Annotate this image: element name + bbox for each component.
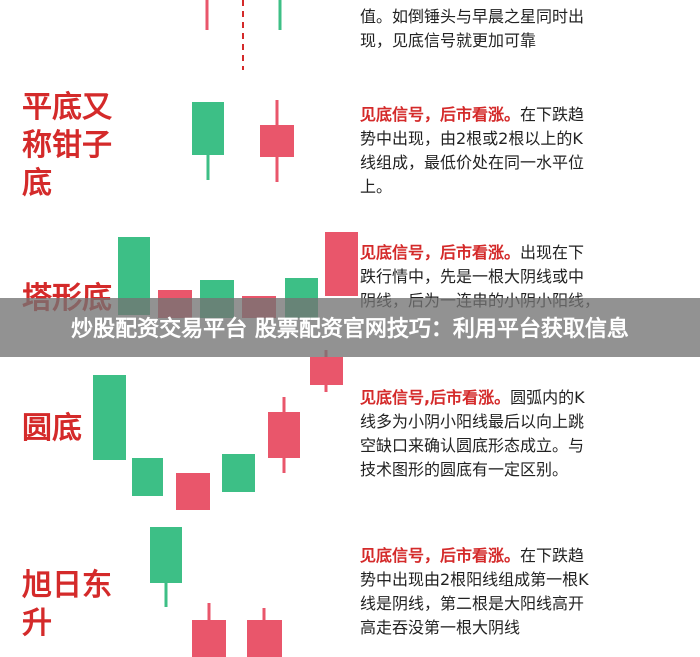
signal: 见底信号,后市看涨。	[360, 388, 510, 407]
description-text: 圆弧内的K	[510, 388, 585, 407]
description-text: 线是阴线，第二根是大阳线高开	[360, 594, 584, 613]
description-text: 现，见底信号就更加可靠	[360, 31, 536, 50]
description-line: 势中出现，由2根或2根以上的K	[360, 129, 583, 148]
banner: 炒股配资交易平台 股票配资官网技巧：利用平台获取信息	[71, 316, 629, 342]
pattern-label: 升	[22, 606, 52, 641]
description-line: 现，见底信号就更加可靠	[360, 31, 536, 50]
pattern-label: 旭日东	[22, 568, 112, 603]
description-text: 值。如倒锤头与早晨之星同时出	[360, 7, 584, 26]
signal: 见底信号，后市看涨。	[360, 546, 520, 565]
description-line: 势中出现由2根阳线组成第一根K	[360, 570, 589, 589]
description-text: 在下跌趋	[520, 105, 584, 124]
description-line: 上。	[360, 177, 392, 196]
description-line: 线多为小阴小阳线最后以向上跳	[360, 412, 584, 431]
description-text: 势中出现由2根阳线组成第一根K	[360, 570, 589, 589]
signal: 见底信号，后市看涨。	[360, 105, 520, 124]
pattern-label: 圆底	[22, 411, 82, 446]
description-line: 见底信号，后市看涨。在下跌趋	[360, 546, 584, 565]
description-text: 高走吞没第一根大阴线	[360, 618, 520, 637]
banner-bg	[0, 298, 700, 357]
pattern-label: 平底又	[22, 90, 113, 125]
pattern-label: 称钳子	[22, 128, 112, 163]
description-text: 跌行情中，先是一根大阴线或中	[360, 267, 584, 286]
pattern-label: 底	[22, 166, 52, 201]
description-text: 上。	[360, 177, 392, 196]
description-line: 见底信号，后市看涨。出现在下	[360, 243, 584, 262]
description-line: 跌行情中，先是一根大阴线或中	[360, 267, 584, 286]
description-text: 技术图形的圆底有一定区别。	[360, 460, 568, 479]
description-line: 线是阴线，第二根是大阳线高开	[360, 594, 584, 613]
description-text: 势中出现，由2根或2根以上的K	[360, 129, 583, 148]
description-line: 线组成，最低价处在同一水平位	[360, 153, 584, 172]
description-text: 在下跌趋	[520, 546, 584, 565]
description-line: 空缺口来确认圆底形态成立。与	[360, 436, 584, 455]
description-line: 见底信号,后市看涨。圆弧内的K	[360, 388, 585, 407]
description-line: 技术图形的圆底有一定区别。	[360, 460, 568, 479]
description-text: 空缺口来确认圆底形态成立。与	[360, 436, 584, 455]
description-text: 线多为小阴小阳线最后以向上跳	[360, 412, 584, 431]
description-text: 线组成，最低价处在同一水平位	[360, 153, 584, 172]
description-line: 高走吞没第一根大阴线	[360, 618, 520, 637]
description-line: 值。如倒锤头与早晨之星同时出	[360, 7, 584, 26]
description-text: 出现在下	[520, 243, 584, 262]
description-line: 见底信号，后市看涨。在下跌趋	[360, 105, 584, 124]
signal: 见底信号，后市看涨。	[360, 243, 520, 262]
